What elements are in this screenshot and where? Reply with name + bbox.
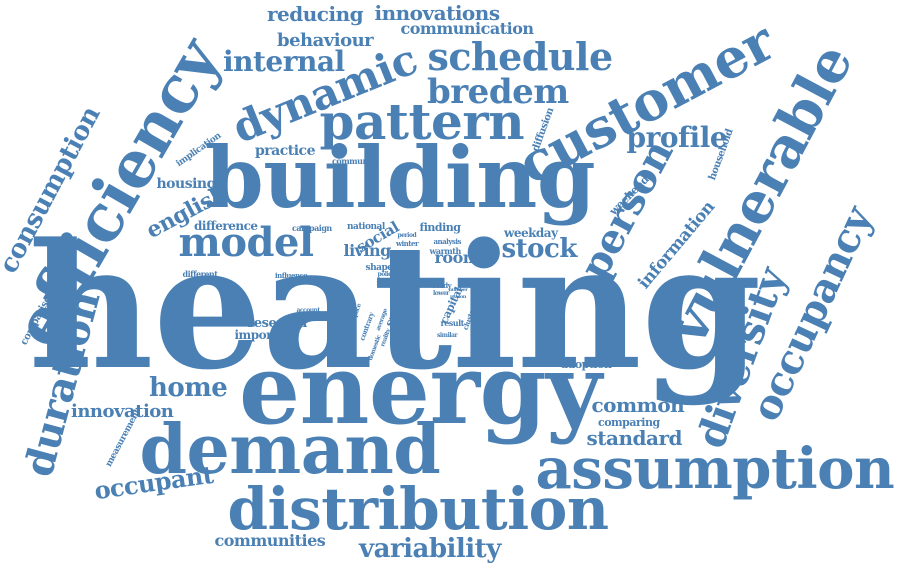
word-building: building — [205, 128, 596, 227]
word-influence: influence — [275, 270, 308, 280]
word-shape: shape — [365, 262, 393, 273]
word-winter: winter — [396, 238, 419, 248]
word-important: important — [234, 328, 299, 342]
word-warmth: warmth — [429, 246, 462, 256]
word-pattern: pattern — [319, 92, 525, 151]
word-housing: housing — [156, 176, 217, 192]
word-living: living — [343, 241, 392, 260]
word-number: number — [448, 286, 468, 293]
word-schedule: schedule — [427, 34, 614, 79]
word-policy: policy — [377, 271, 395, 278]
word-stock: stock — [501, 234, 578, 264]
word-most: most — [376, 280, 392, 287]
word-campaign: campaign — [292, 223, 332, 233]
word-communities: communities — [214, 531, 326, 550]
word-standard: standard — [586, 426, 683, 450]
word-national: national — [347, 221, 385, 232]
word-communication: communication — [400, 19, 535, 38]
word-finding: finding — [419, 220, 461, 234]
word-profile: profile — [626, 121, 728, 154]
word-result: result — [440, 318, 465, 328]
word-innovations: innovations — [374, 1, 501, 25]
word-demand: demand — [139, 410, 441, 490]
word-practice: practice — [255, 143, 315, 159]
word-adoption: adoption — [561, 357, 612, 371]
word-difference: difference — [194, 219, 258, 233]
word-reason: reason — [450, 293, 466, 300]
word-similar: similar — [437, 332, 458, 339]
word-comparing: comparing — [598, 415, 660, 429]
word-bredem: bredem — [427, 72, 569, 112]
word-internal: internal — [223, 45, 345, 78]
word-period: period — [397, 232, 417, 239]
word-innovation: innovation — [71, 401, 174, 422]
word-different: different — [182, 269, 218, 279]
word-reducing: reducing — [267, 2, 364, 26]
word-home: home — [149, 373, 228, 403]
word-assumption: assumption — [535, 436, 895, 502]
word-model: model — [178, 219, 315, 266]
word-study: study — [432, 280, 452, 290]
word-behaviour: behaviour — [277, 30, 374, 51]
word-occupant: occupant — [92, 459, 215, 506]
word-energy: energy — [239, 333, 602, 446]
word-common: common — [591, 393, 685, 417]
word-weekday: weekday — [504, 226, 558, 240]
word-research: research — [247, 315, 308, 331]
word-variability: variability — [359, 534, 501, 564]
word-account: account — [296, 307, 321, 314]
word-room: room — [434, 248, 480, 267]
word-lower: lower — [433, 290, 449, 297]
word-community: community — [332, 156, 378, 166]
word-system: system — [326, 283, 347, 290]
word-heating: heating — [28, 205, 762, 408]
word-distribution: distribution — [227, 475, 610, 543]
word-analysis: analysis — [433, 236, 462, 246]
